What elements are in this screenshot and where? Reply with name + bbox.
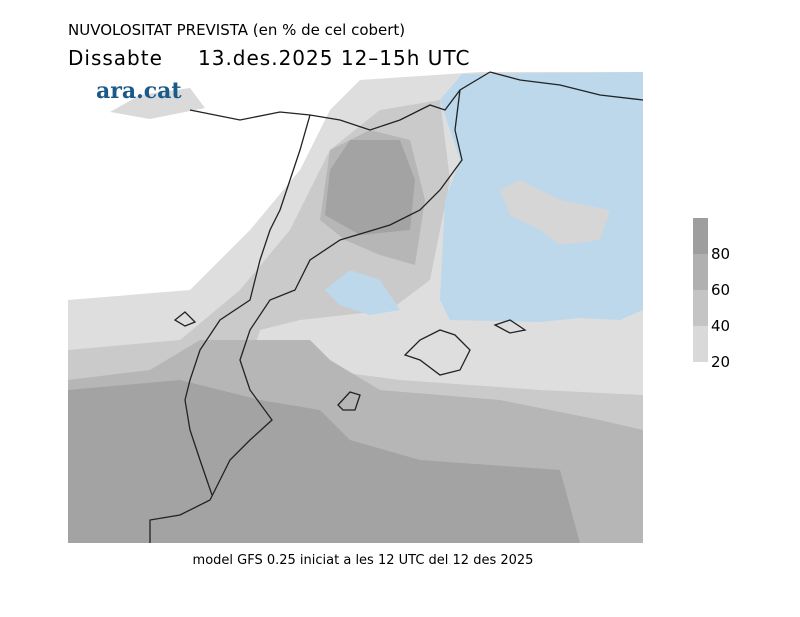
map-area	[68, 71, 644, 543]
legend-band	[693, 326, 708, 362]
legend-tick-label: 20	[711, 353, 730, 371]
legend-band	[693, 218, 708, 254]
title: NUVOLOSITAT PREVISTA (en % de cel cobert…	[68, 21, 405, 39]
legend-band	[693, 290, 708, 326]
footer: model GFS 0.25 iniciat a les 12 UTC del …	[193, 553, 534, 568]
legend-band	[693, 254, 708, 290]
day: Dissabte	[68, 46, 163, 70]
date: 13.des.2025 12–15h UTC	[198, 46, 470, 70]
legend-tick-label: 80	[711, 245, 730, 263]
legend-tick-label: 60	[711, 281, 730, 299]
legend: 20 40 60 80	[693, 218, 730, 371]
legend-tick-label: 40	[711, 317, 730, 335]
logo: ara.cat	[96, 78, 182, 104]
